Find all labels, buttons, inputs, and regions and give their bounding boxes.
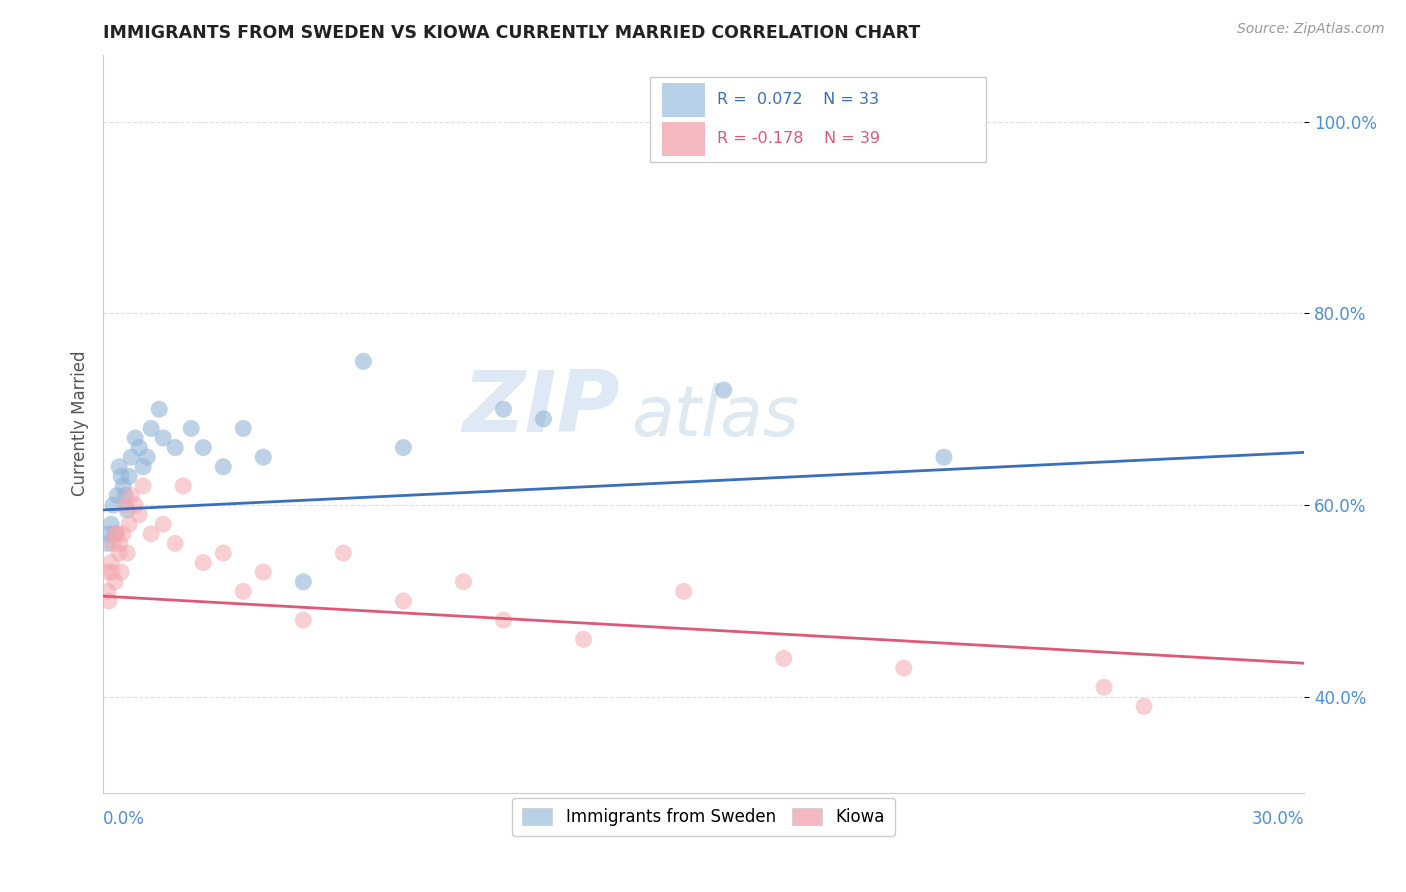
Point <box>112 479 135 493</box>
Point <box>252 450 274 465</box>
Point <box>114 498 136 512</box>
Point <box>104 526 127 541</box>
Point <box>332 546 354 560</box>
Point <box>120 489 142 503</box>
Point <box>152 517 174 532</box>
Point <box>100 517 122 532</box>
Point <box>893 661 915 675</box>
Point <box>118 469 141 483</box>
Point <box>128 508 150 522</box>
Point <box>124 498 146 512</box>
Point <box>172 479 194 493</box>
Point <box>100 556 122 570</box>
Text: ZIP: ZIP <box>463 368 620 450</box>
Point <box>193 556 215 570</box>
Point <box>180 421 202 435</box>
Point <box>132 459 155 474</box>
Y-axis label: Currently Married: Currently Married <box>72 351 89 496</box>
Point <box>132 479 155 493</box>
Point <box>110 565 132 579</box>
Point <box>193 441 215 455</box>
Point <box>292 574 315 589</box>
Point <box>392 594 415 608</box>
Point <box>392 441 415 455</box>
Point <box>105 526 128 541</box>
Point <box>97 536 120 550</box>
Point <box>97 584 120 599</box>
Point <box>101 536 124 550</box>
Point <box>115 546 138 560</box>
Point <box>1092 680 1115 694</box>
Point <box>108 536 131 550</box>
Point <box>101 565 124 579</box>
Point <box>124 431 146 445</box>
Point <box>136 450 159 465</box>
FancyBboxPatch shape <box>650 77 986 161</box>
Point <box>105 489 128 503</box>
Point <box>96 565 118 579</box>
Point <box>118 517 141 532</box>
Text: IMMIGRANTS FROM SWEDEN VS KIOWA CURRENTLY MARRIED CORRELATION CHART: IMMIGRANTS FROM SWEDEN VS KIOWA CURRENTL… <box>103 24 921 42</box>
Point <box>152 431 174 445</box>
Text: R =  0.072    N = 33: R = 0.072 N = 33 <box>717 92 879 107</box>
Point <box>352 354 374 368</box>
FancyBboxPatch shape <box>662 83 704 117</box>
Point <box>108 546 131 560</box>
Text: atlas: atlas <box>631 383 800 450</box>
Point <box>148 402 170 417</box>
Point <box>141 526 163 541</box>
Point <box>1133 699 1156 714</box>
Point <box>98 594 121 608</box>
Point <box>101 498 124 512</box>
Point <box>453 574 475 589</box>
Point <box>672 584 695 599</box>
Point <box>120 450 142 465</box>
Point <box>128 441 150 455</box>
Point <box>492 613 515 627</box>
Point <box>932 450 955 465</box>
Legend: Immigrants from Sweden, Kiowa: Immigrants from Sweden, Kiowa <box>512 797 896 836</box>
Point <box>292 613 315 627</box>
Point <box>165 441 187 455</box>
Point <box>533 412 555 426</box>
Text: 0.0%: 0.0% <box>103 811 145 829</box>
Point <box>772 651 794 665</box>
Point <box>252 565 274 579</box>
Point <box>165 536 187 550</box>
Text: 30.0%: 30.0% <box>1251 811 1305 829</box>
Point <box>232 421 254 435</box>
Point <box>212 546 235 560</box>
Point <box>108 459 131 474</box>
Point <box>115 503 138 517</box>
Point <box>572 632 595 647</box>
Point <box>114 489 136 503</box>
Text: R = -0.178    N = 39: R = -0.178 N = 39 <box>717 131 880 146</box>
Point <box>98 526 121 541</box>
Point <box>104 526 127 541</box>
Text: Source: ZipAtlas.com: Source: ZipAtlas.com <box>1237 22 1385 37</box>
Point <box>492 402 515 417</box>
Point <box>212 459 235 474</box>
Point <box>112 526 135 541</box>
FancyBboxPatch shape <box>662 121 704 156</box>
Point <box>104 574 127 589</box>
Point <box>713 383 735 397</box>
Point <box>110 469 132 483</box>
Point <box>141 421 163 435</box>
Point <box>232 584 254 599</box>
